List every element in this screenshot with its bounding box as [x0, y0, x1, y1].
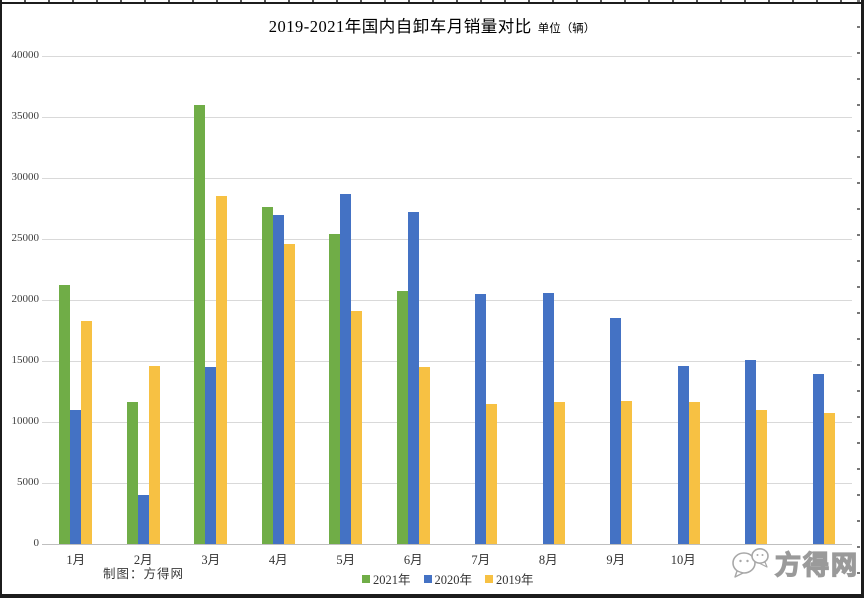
- gridline-35000: [42, 117, 852, 118]
- bar-2019年-4月: [283, 243, 295, 544]
- frame-border-left: [0, 0, 2, 598]
- legend-item-2020年: 2020年: [423, 569, 473, 588]
- x-axis-line: [42, 544, 852, 545]
- y-axis-label-10000: 10000: [11, 415, 40, 427]
- bar-2020年-6月: [407, 212, 419, 544]
- bar-2019年-6月: [418, 367, 430, 544]
- x-axis-label-3月: 3月: [201, 553, 221, 567]
- bar-2021年-5月: [329, 234, 341, 544]
- y-axis-label-35000: 35000: [11, 110, 40, 122]
- y-axis-label-5000: 5000: [17, 476, 39, 488]
- gridline-5000: [42, 483, 852, 484]
- legend-swatch-2019年: [485, 574, 494, 583]
- title-row: 2019-2021年国内自卸车月销量对比 单位（辆）: [0, 13, 864, 37]
- bar-2019年-12月: [823, 413, 835, 544]
- right-edge-ticks: [857, 0, 860, 598]
- gridline-15000: [42, 361, 852, 362]
- bar-2019年-11月: [756, 409, 768, 544]
- bar-2020年-9月: [610, 318, 622, 544]
- legend-swatch-2021年: [362, 574, 370, 583]
- bar-2020年-1月: [70, 409, 82, 544]
- legend-item-2019年: 2019年: [485, 569, 534, 588]
- bar-2020年-7月: [475, 293, 487, 544]
- gridline-20000: [42, 300, 852, 301]
- y-axis-label-40000: 40000: [11, 49, 40, 61]
- x-axis-label-10月: 10月: [670, 553, 696, 567]
- bar-2020年-4月: [272, 214, 284, 544]
- bar-2020年-5月: [340, 193, 352, 544]
- y-axis-label-20000: 20000: [11, 293, 40, 305]
- legend-item-2021年: 2021年: [362, 569, 411, 588]
- credit-text: 制图：方得网: [103, 567, 185, 581]
- plot-area: [42, 56, 852, 545]
- bar-2019年-2月: [148, 365, 160, 544]
- bar-2020年-2月: [137, 495, 149, 544]
- x-axis-label-6月: 6月: [403, 553, 423, 567]
- gridline-40000: [42, 56, 852, 57]
- bar-2019年-3月: [216, 196, 228, 544]
- bar-2020年-8月: [542, 292, 554, 544]
- bar-2021年-3月: [194, 104, 206, 544]
- y-axis-label-0: 0: [33, 537, 40, 549]
- frame-border-right: [861, 0, 864, 598]
- legend: 2021年 2020年 2019年: [362, 569, 534, 588]
- bar-2021年-2月: [126, 402, 138, 544]
- bar-2020年-12月: [812, 374, 824, 544]
- gridline-25000: [42, 239, 852, 240]
- y-axis-label-15000: 15000: [11, 354, 40, 366]
- x-axis-label-5月: 5月: [336, 553, 356, 567]
- x-axis-label-9月: 9月: [606, 553, 626, 567]
- bar-2019年-7月: [486, 403, 498, 544]
- watermark-text: 方得网: [774, 551, 859, 580]
- legend-label-2020年: 2020年: [434, 573, 473, 587]
- x-axis-label-7月: 7月: [471, 553, 491, 567]
- bar-2021年-4月: [261, 207, 273, 544]
- chat-bubbles-icon: [729, 546, 771, 587]
- x-axis-label-1月: 1月: [66, 553, 86, 567]
- chart-title: 2019-2021年国内自卸车月销量对比: [268, 17, 532, 36]
- x-axis-label-8月: 8月: [538, 553, 558, 567]
- watermark: 方得网: [716, 545, 861, 587]
- bar-2019年-5月: [351, 310, 363, 544]
- frame-border-top: [0, 2, 864, 4]
- y-axis-label-25000: 25000: [11, 232, 40, 244]
- legend-label-2019年: 2019年: [496, 573, 534, 587]
- legend-swatch-2020年: [423, 574, 432, 583]
- bar-2021年-6月: [396, 291, 408, 544]
- bar-2019年-9月: [621, 401, 633, 544]
- gridline-30000: [42, 178, 852, 179]
- chart-title-unit: 单位（辆）: [537, 23, 596, 35]
- bar-2020年-11月: [745, 359, 757, 544]
- bar-2019年-10月: [688, 402, 700, 544]
- gridline-10000: [42, 422, 852, 423]
- bar-2019年-1月: [81, 320, 93, 544]
- bar-2020年-3月: [205, 367, 217, 544]
- x-axis-label-4月: 4月: [268, 553, 288, 567]
- frame-border-bottom: [0, 594, 864, 598]
- legend-label-2021年: 2021年: [373, 573, 411, 587]
- x-axis-label-2月: 2月: [133, 553, 153, 567]
- bar-2020年-10月: [677, 365, 689, 544]
- bar-2019年-8月: [553, 402, 565, 544]
- y-axis-label-30000: 30000: [11, 171, 40, 183]
- top-edge-ticks: [0, 0, 864, 2]
- bar-2021年-1月: [59, 285, 71, 544]
